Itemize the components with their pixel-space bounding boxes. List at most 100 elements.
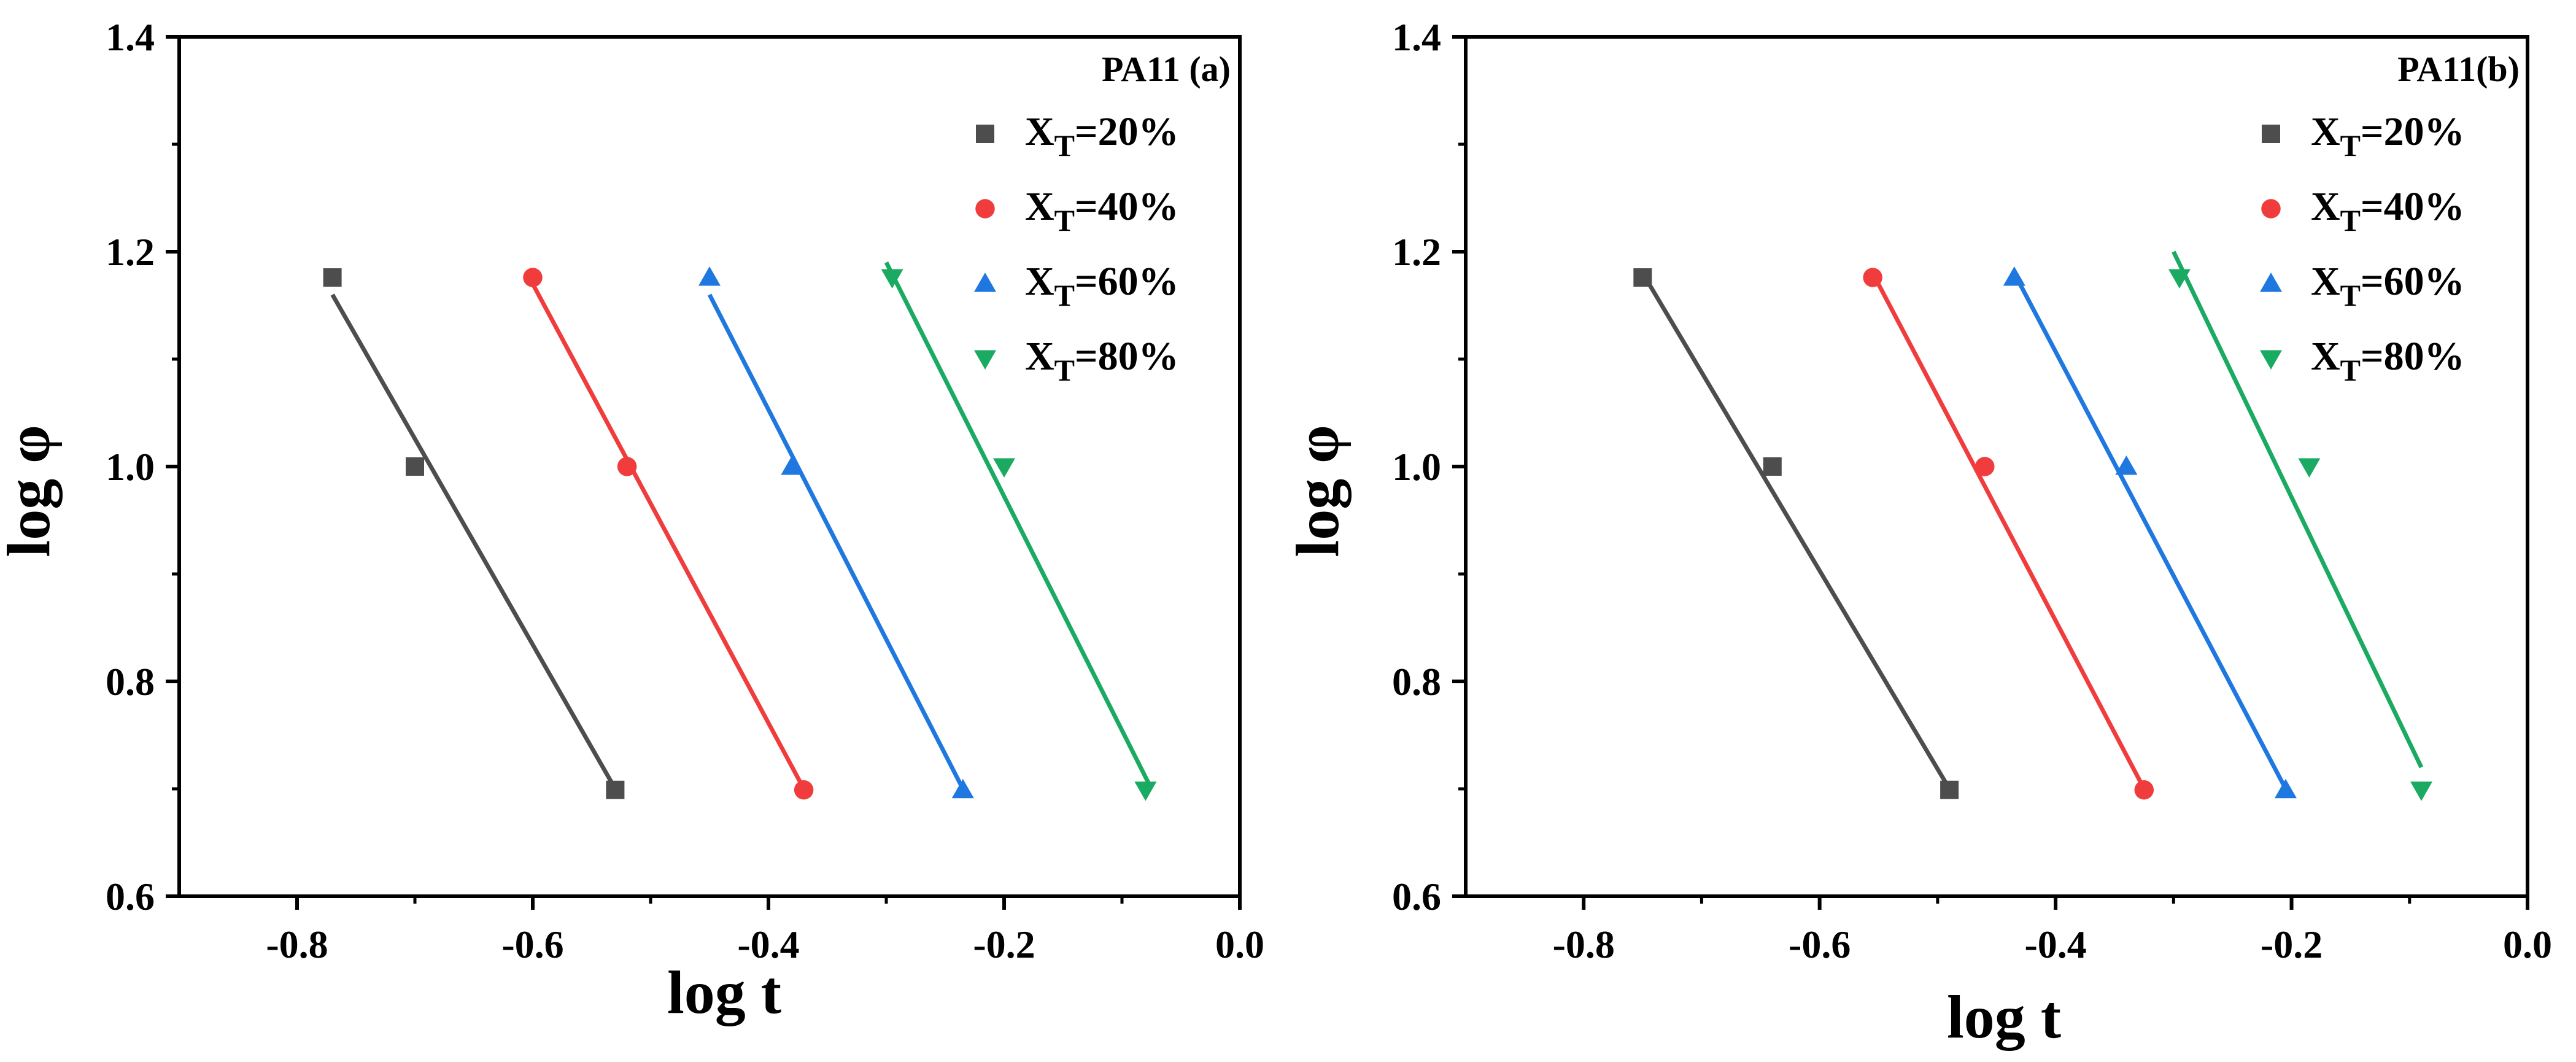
series-XT=20%	[1633, 268, 1959, 799]
x-tick-label: -0.4	[2024, 923, 2086, 966]
x-axis-title: log t	[667, 958, 781, 1026]
data-point	[951, 778, 974, 799]
legend-marker	[2260, 350, 2282, 370]
series-XT=60%	[698, 266, 974, 799]
data-point	[781, 455, 803, 475]
legend-label-value: =60%	[1075, 259, 1179, 304]
legend-label-value: =80%	[1075, 334, 1179, 379]
x-tick-label: -0.4	[737, 923, 799, 966]
legend-label-main: X	[2311, 334, 2340, 379]
x-tick-label: 0.0	[2503, 923, 2552, 966]
legend-item: XT=20%	[976, 109, 1179, 163]
fit-line	[2012, 272, 2288, 790]
y-tick-label: 0.6	[1392, 875, 1441, 918]
fit-line	[2172, 250, 2424, 769]
legend-label-main: X	[2311, 184, 2340, 229]
data-point	[2003, 266, 2025, 286]
x-tick-label: -0.2	[2261, 923, 2323, 966]
data-point	[617, 457, 637, 476]
data-point	[2274, 778, 2297, 799]
y-axis-title: log φ	[0, 425, 63, 557]
y-axis-title: log φ	[1283, 425, 1352, 557]
panel-a: -0.8 -0.6 -0.4 -0.2 0.0 0.6 0.8 1.0 1.2 1.4 log t l…	[0, 15, 1264, 1026]
legend-item: XT=60%	[974, 259, 1179, 312]
legend-label-main: X	[1025, 109, 1054, 154]
plot-frame	[177, 35, 1242, 898]
legend-marker	[2262, 125, 2280, 143]
x-tick-label: -0.2	[973, 923, 1035, 966]
legend-item: XT=40%	[975, 184, 1179, 238]
data-point	[2134, 780, 2154, 800]
legend-label: XT=20%	[2311, 109, 2465, 163]
data-point	[1940, 780, 1959, 799]
legend-marker	[2260, 273, 2282, 292]
data-point	[1863, 268, 1882, 287]
series-XT=40%	[1863, 268, 2154, 800]
data-point	[2298, 458, 2321, 478]
legend-label-sub: T	[2340, 128, 2361, 163]
legend-item: XT=40%	[2261, 184, 2465, 238]
fit-line	[1641, 272, 1952, 790]
x-tick-label: -0.6	[1789, 923, 1851, 966]
series-XT=40%	[523, 268, 814, 800]
legend-label-sub: T	[1054, 353, 1075, 387]
data-point	[2168, 269, 2191, 289]
data-point	[698, 266, 721, 286]
legend-marker	[976, 125, 994, 143]
legend-item: XT=80%	[2260, 334, 2465, 387]
y-tick-label: 1.4	[106, 15, 155, 59]
legend-label-value: =40%	[1075, 184, 1179, 229]
data-point	[523, 268, 543, 287]
legend-label: XT=60%	[1025, 259, 1179, 312]
x-axis-title: log t	[1947, 983, 2061, 1051]
legend-label-sub: T	[1054, 128, 1075, 163]
data-point	[1763, 457, 1782, 476]
legend-label-value: =20%	[2361, 109, 2465, 154]
data-point	[794, 780, 814, 800]
fit-line	[1871, 272, 2146, 790]
y-tick-label: 1.2	[106, 230, 155, 274]
legend-label-sub: T	[2340, 278, 2361, 312]
legend-label-main: X	[2311, 109, 2340, 154]
data-point	[1134, 781, 1157, 801]
legend-label-sub: T	[1054, 203, 1075, 238]
data-point	[323, 268, 342, 287]
legend-marker	[2261, 199, 2281, 219]
legend-label-value: =60%	[2361, 259, 2465, 304]
fit-line	[707, 293, 965, 790]
legend-label-main: X	[1025, 334, 1054, 379]
legend-marker	[974, 350, 996, 370]
series-XT=80%	[2168, 250, 2432, 801]
legend-title: PA11 (a)	[1102, 49, 1231, 89]
legend-label: XT=40%	[1025, 184, 1179, 238]
x-tick-label: 0.0	[1215, 923, 1264, 966]
panel-b: -0.8 -0.6 -0.4 -0.2 0.0 0.6 0.8 1.0 1.2 1.4 log t l…	[1283, 15, 2552, 1051]
legend-label-value: =40%	[2361, 184, 2465, 229]
legend-label-main: X	[1025, 184, 1054, 229]
y-tick-label: 1.0	[1392, 445, 1441, 489]
series-XT=60%	[2003, 266, 2297, 799]
fit-line	[530, 282, 806, 790]
legend-label-value: =20%	[1075, 109, 1179, 154]
fit-line	[330, 293, 617, 790]
data-point	[406, 457, 424, 476]
legend-item: XT=20%	[2262, 109, 2465, 163]
legend-label: XT=80%	[2311, 334, 2465, 387]
legend-label: XT=60%	[2311, 259, 2465, 312]
data-point	[881, 269, 903, 289]
plot-frame	[1464, 35, 2529, 898]
legend-item: XT=60%	[2260, 259, 2465, 312]
y-tick-label: 0.8	[106, 660, 155, 703]
series-XT=20%	[323, 268, 625, 799]
data-point	[2115, 455, 2138, 475]
legend-label-sub: T	[1054, 278, 1075, 312]
legend-marker	[975, 199, 995, 219]
legend-label: XT=20%	[1025, 109, 1179, 163]
y-tick-label: 0.6	[106, 875, 155, 918]
fit-line	[884, 261, 1154, 790]
data-point	[993, 458, 1015, 478]
data-point	[1975, 457, 1995, 476]
data-point	[2410, 781, 2432, 801]
series-XT=80%	[881, 261, 1157, 801]
